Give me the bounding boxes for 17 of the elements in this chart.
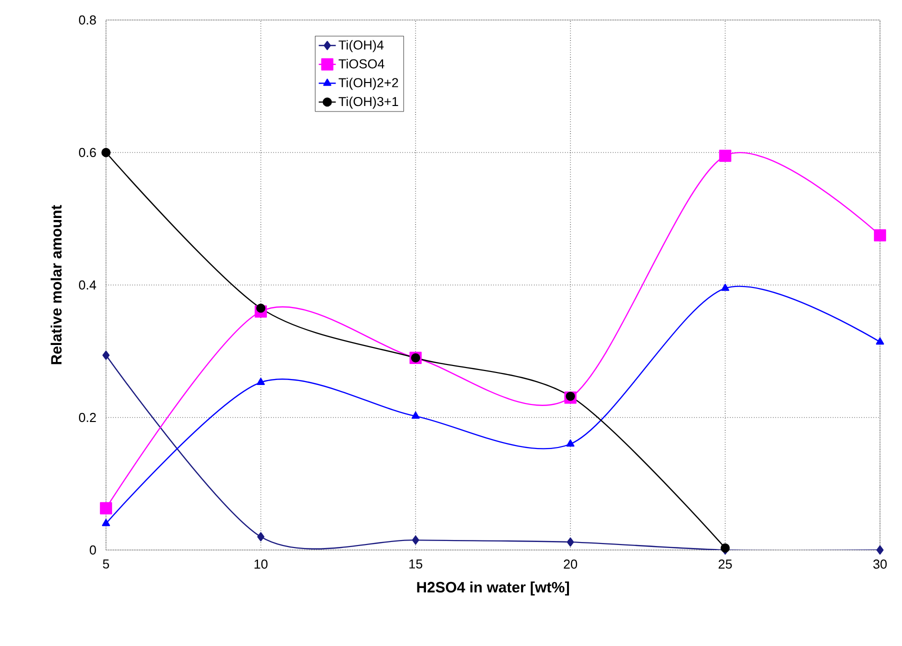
y-tick-label: 0.6 <box>78 148 96 158</box>
x-tick-label: 15 <box>409 560 422 569</box>
legend-label: Ti(OH)3+1 <box>338 96 398 109</box>
y-tick-label: 0.4 <box>78 280 96 290</box>
x-tick-label: 30 <box>873 560 887 569</box>
x-axis-title: H2SO4 in water [wt%] <box>417 582 569 596</box>
x-tick-label: 20 <box>564 560 578 569</box>
x-tick-label: 10 <box>254 560 268 569</box>
x-tick-label: 25 <box>718 560 732 569</box>
legend-label: Ti(OH)4 <box>338 40 384 52</box>
y-axis-title: Relative molar amount <box>50 205 62 364</box>
y-tick-label: 0.8 <box>78 15 96 25</box>
x-tick-label: 5 <box>102 560 110 569</box>
y-tick-label: 0 <box>90 545 96 555</box>
y-tick-label: 0.2 <box>78 412 96 422</box>
legend-label: Ti(OH)2+2 <box>338 78 398 90</box>
legend-label: TiOSO4 <box>338 58 384 68</box>
